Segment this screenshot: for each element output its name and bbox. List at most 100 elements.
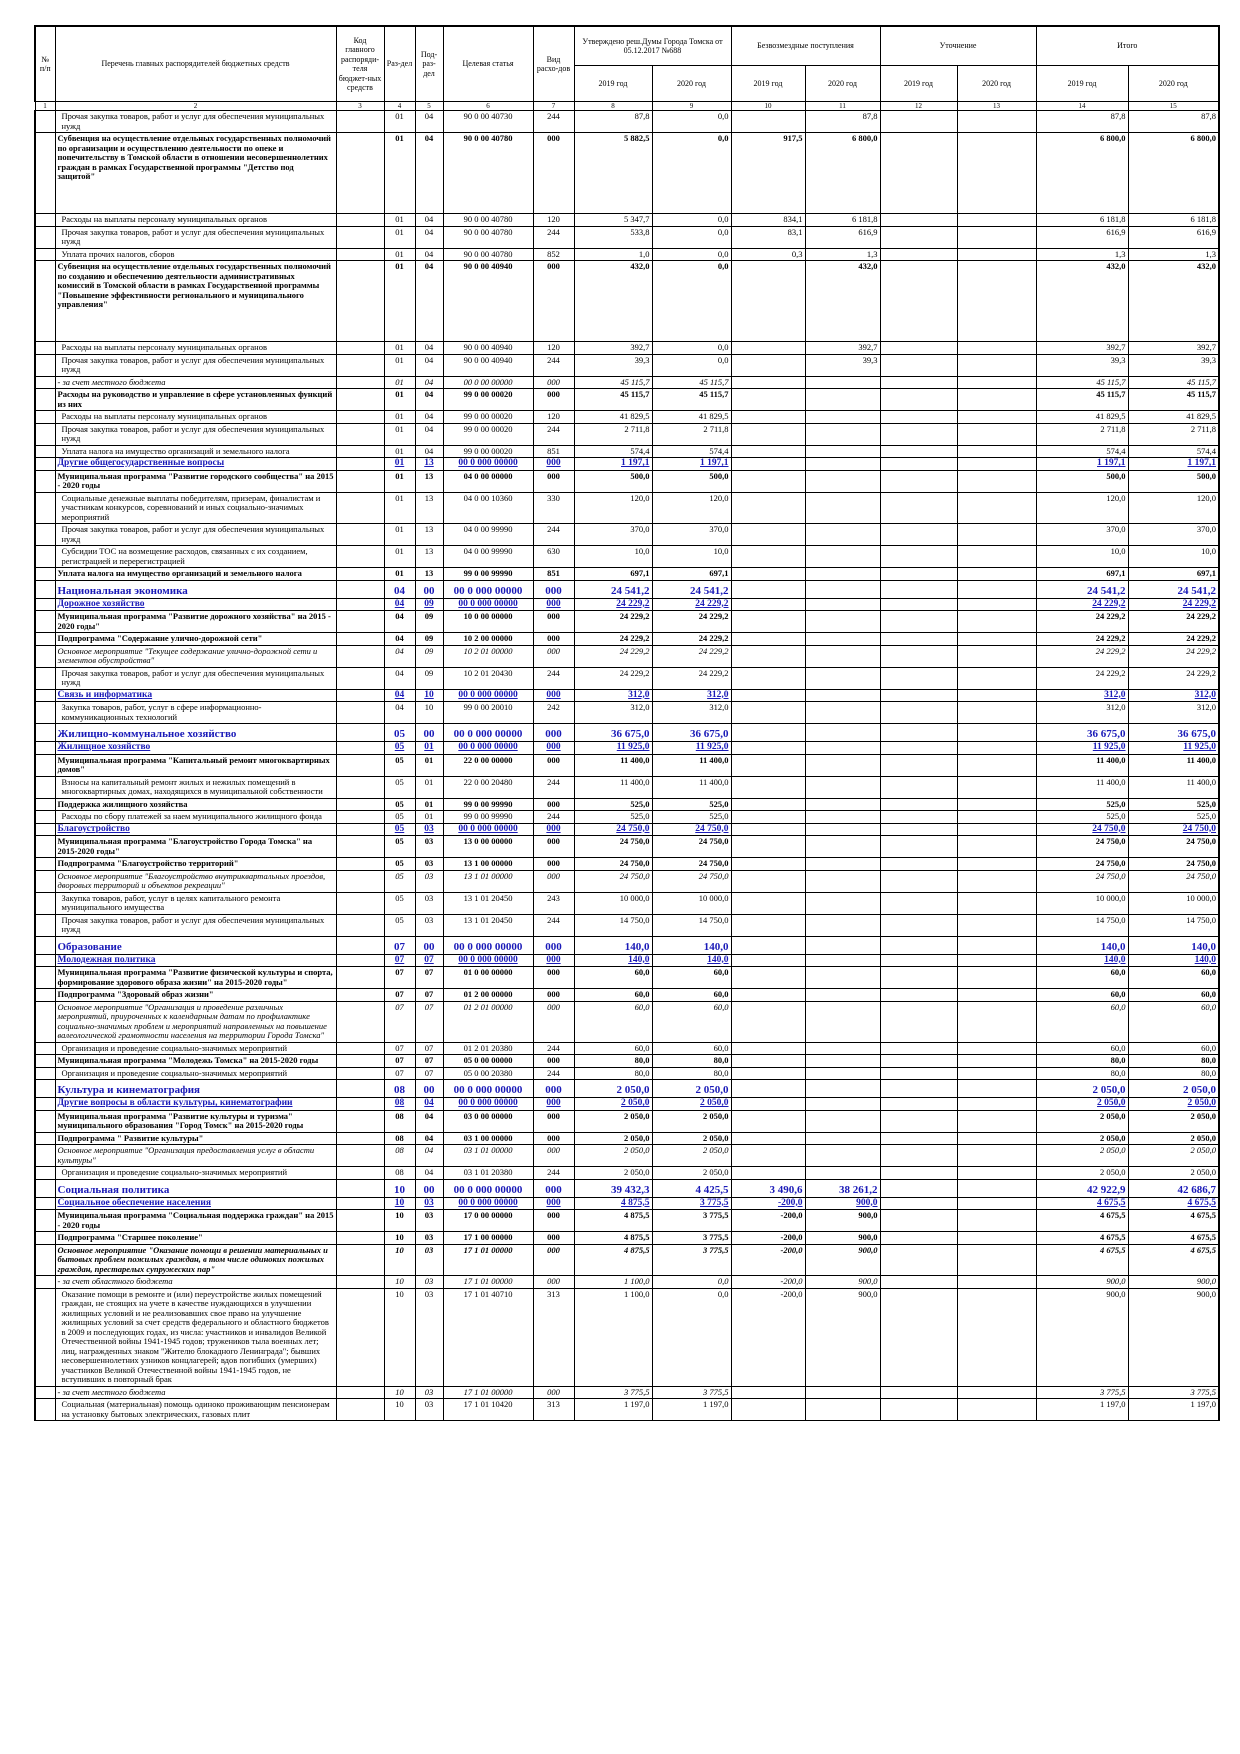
amount-cell: 0,0 xyxy=(651,260,732,342)
amount-cell xyxy=(956,1097,1037,1111)
amount-cell xyxy=(956,644,1037,668)
amount-cell: 83,1 xyxy=(730,225,806,249)
table-row: Подпрограмма "Старшее поколение" 10 03 17 1… xyxy=(34,1231,1221,1245)
code-cell xyxy=(335,225,385,249)
amount-cell: 616,9 xyxy=(1035,225,1129,249)
code-cell: 03 xyxy=(414,1398,444,1421)
code-cell: 00 xyxy=(414,579,444,599)
amount-cell: 2 050,0 xyxy=(1127,1097,1221,1111)
amount-cell xyxy=(730,741,806,755)
row-label: Национальная экономика xyxy=(54,579,337,599)
table-row: Основное мероприятие "Текущее содержание… xyxy=(34,644,1221,668)
row-label: Основное мероприятие "Благоустройство вн… xyxy=(54,869,337,893)
table-row: Прочая закупка товаров, работ и услуг дл… xyxy=(34,913,1221,937)
amount-cell: 3 775,5 xyxy=(651,1243,732,1276)
amount-cell xyxy=(956,353,1037,377)
amount-cell: 80,0 xyxy=(573,1054,653,1068)
amount-cell: 370,0 xyxy=(573,523,653,546)
amount-cell xyxy=(879,688,958,702)
code-cell: 13 1 01 00000 xyxy=(442,869,534,893)
row-label: - за счет местного бюджета xyxy=(54,375,337,389)
code-cell xyxy=(34,457,56,471)
code-cell: 000 xyxy=(532,753,575,777)
code-cell: 00 0 000 00000 xyxy=(442,822,534,836)
amount-cell xyxy=(730,353,806,377)
column-number: 14 xyxy=(1035,101,1129,111)
code-cell xyxy=(34,1398,56,1421)
code-cell xyxy=(34,388,56,411)
amount-cell: 392,7 xyxy=(804,341,881,355)
code-cell: 01 xyxy=(383,422,416,446)
amount-cell: 24 229,2 xyxy=(573,644,653,668)
row-label: Расходы на выплаты персоналу муниципальн… xyxy=(54,341,337,355)
amount-cell xyxy=(879,723,958,742)
code-cell xyxy=(34,1166,56,1180)
amount-cell xyxy=(730,701,806,724)
table-row: Прочая закупка товаров, работ и услуг дл… xyxy=(34,523,1221,546)
code-cell: 01 xyxy=(383,353,416,377)
table-row: Расходы на выплаты персоналу муниципальн… xyxy=(34,213,1221,227)
code-cell: 07 xyxy=(414,1000,444,1043)
amount-cell: 42 922,9 xyxy=(1035,1178,1129,1198)
amount-cell xyxy=(956,913,1037,937)
amount-cell: 4 875,5 xyxy=(573,1209,653,1232)
amount-cell: 574,4 xyxy=(651,444,732,458)
code-cell xyxy=(335,891,385,915)
code-cell: 99 0 00 20010 xyxy=(442,701,534,724)
code-cell xyxy=(34,213,56,227)
table-row: Прочая закупка товаров, работ и услуг дл… xyxy=(34,666,1221,690)
amount-cell xyxy=(956,132,1037,214)
amount-cell xyxy=(879,422,958,446)
amount-cell: 87,8 xyxy=(1127,110,1221,133)
table-row: Расходы по сбору платежей за наем муници… xyxy=(34,810,1221,824)
table-row: Основное мероприятие "Организация и пров… xyxy=(34,1000,1221,1043)
table-row: Расходы на выплаты персоналу муниципальн… xyxy=(34,341,1221,355)
table-row: Муниципальная программа "Развитие культу… xyxy=(34,1109,1221,1133)
amount-cell: 312,0 xyxy=(1035,701,1129,724)
code-cell xyxy=(335,110,385,133)
amount-cell: 24 750,0 xyxy=(1127,835,1221,858)
amount-cell: 11 925,0 xyxy=(1035,741,1129,755)
code-cell xyxy=(335,797,385,811)
amount-cell: 900,0 xyxy=(1127,1287,1221,1387)
column-number: 8 xyxy=(573,101,653,111)
code-cell xyxy=(34,988,56,1002)
amount-cell xyxy=(730,410,806,424)
table-row: Уплата налога на имущество организаций и… xyxy=(34,444,1221,458)
amount-cell xyxy=(879,1166,958,1180)
amount-cell: 11 400,0 xyxy=(1035,775,1129,799)
code-cell xyxy=(34,375,56,389)
amount-cell xyxy=(804,579,881,599)
row-label: Муниципальная программа "Развитие физиче… xyxy=(54,966,337,989)
code-cell: 04 0 00 99990 xyxy=(442,545,534,568)
code-cell: 01 xyxy=(383,225,416,249)
group-header: Уточнение xyxy=(879,25,1037,66)
table-row: Дорожное хозяйство 04 09 00 0 000 00000 000 2… xyxy=(34,597,1221,611)
code-cell: 000 xyxy=(532,857,575,871)
amount-cell xyxy=(956,857,1037,871)
amount-cell: 24 229,2 xyxy=(651,644,732,668)
code-cell xyxy=(335,410,385,424)
amount-cell: 525,0 xyxy=(573,797,653,811)
code-cell xyxy=(34,688,56,702)
amount-cell xyxy=(956,891,1037,915)
code-cell xyxy=(335,775,385,799)
code-cell: 03 xyxy=(414,1243,444,1276)
table-body: Прочая закупка товаров, работ и услуг дл… xyxy=(34,110,1221,1421)
code-cell: 13 1 01 20450 xyxy=(442,891,534,915)
code-cell xyxy=(335,1144,385,1167)
code-cell xyxy=(34,753,56,777)
amount-cell: 900,0 xyxy=(804,1275,881,1289)
amount-cell xyxy=(879,1000,958,1043)
amount-cell xyxy=(804,797,881,811)
table-row: Связь и информатика 04 10 00 0 000 00000 000… xyxy=(34,688,1221,702)
code-cell: 000 xyxy=(532,741,575,755)
table-row: Субсидии ТОС на возмещение расходов, свя… xyxy=(34,545,1221,568)
code-cell xyxy=(335,545,385,568)
code-cell: 000 xyxy=(532,835,575,858)
amount-cell xyxy=(956,1079,1037,1098)
amount-cell: 370,0 xyxy=(1035,523,1129,546)
code-cell: 00 0 000 00000 xyxy=(442,1178,534,1198)
year-header: 2020 год xyxy=(956,65,1037,102)
amount-cell: 11 400,0 xyxy=(1127,753,1221,777)
